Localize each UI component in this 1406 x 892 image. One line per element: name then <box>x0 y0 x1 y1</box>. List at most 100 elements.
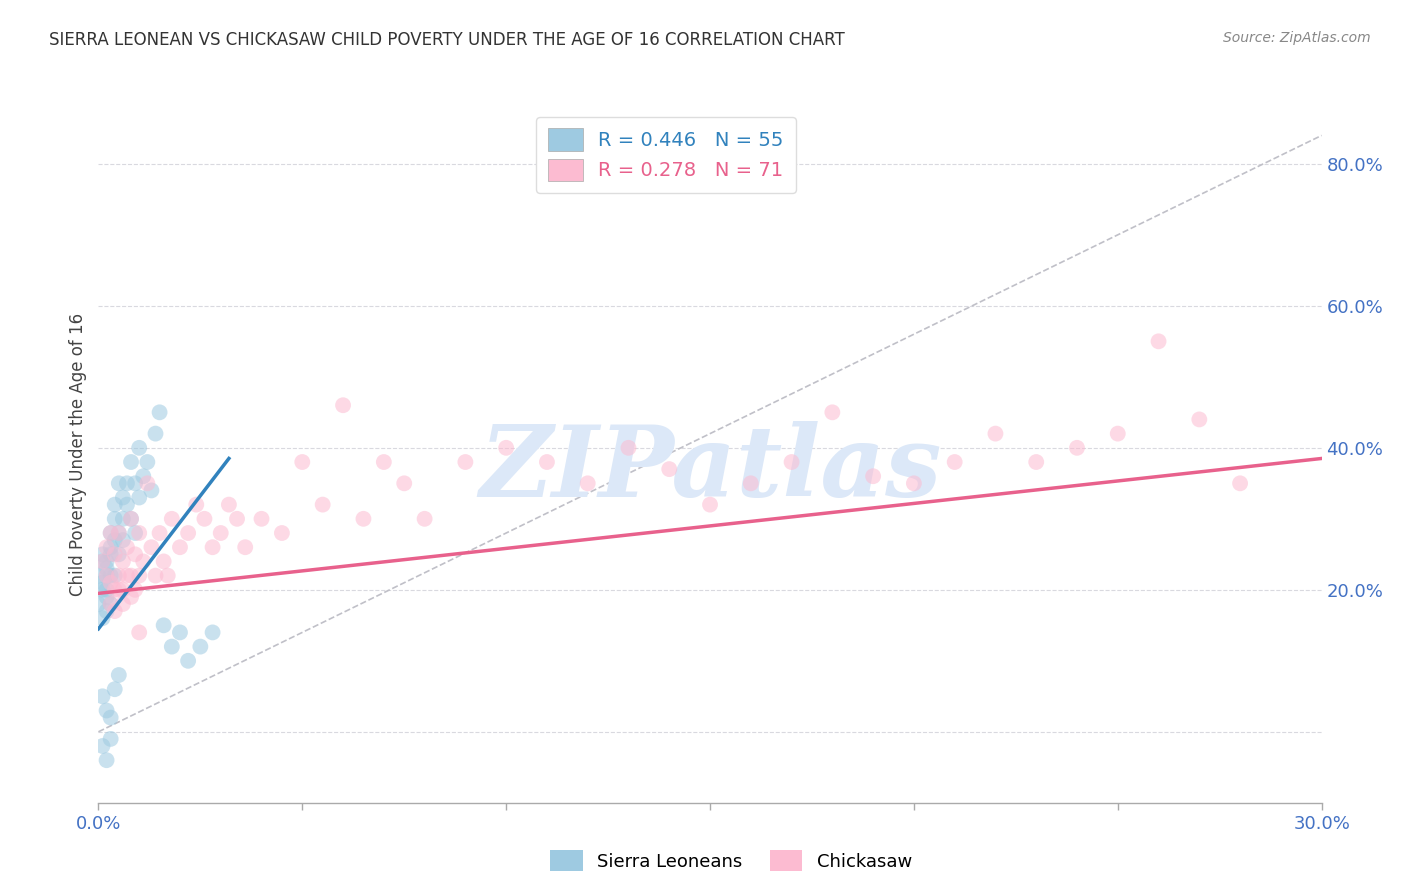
Point <box>111 554 134 568</box>
Point <box>115 476 138 491</box>
Point <box>100 526 122 541</box>
Point <box>536 455 558 469</box>
Point <box>124 526 146 541</box>
Legend: R = 0.446   N = 55, R = 0.278   N = 71: R = 0.446 N = 55, R = 0.278 N = 71 <box>536 117 796 193</box>
Point <box>108 476 131 491</box>
Point <box>495 441 517 455</box>
Point <box>270 526 294 541</box>
Point <box>128 441 150 455</box>
Point <box>128 625 150 640</box>
Point <box>903 476 925 491</box>
Point <box>312 498 335 512</box>
Point <box>160 640 183 654</box>
Point <box>128 491 150 505</box>
Point <box>145 426 167 441</box>
Point <box>699 498 721 512</box>
Point <box>201 540 224 554</box>
Point <box>104 512 127 526</box>
Point <box>141 483 163 498</box>
Point <box>943 455 966 469</box>
Point <box>91 554 114 568</box>
Point <box>104 682 127 697</box>
Point <box>96 704 118 718</box>
Point <box>100 597 122 611</box>
Point <box>209 526 232 541</box>
Point <box>160 512 183 526</box>
Point <box>87 597 110 611</box>
Point <box>169 625 191 640</box>
Point <box>91 582 114 597</box>
Point <box>108 568 131 582</box>
Point <box>392 476 416 491</box>
Point <box>96 540 118 554</box>
Point <box>124 582 146 597</box>
Y-axis label: Child Poverty Under the Age of 16: Child Poverty Under the Age of 16 <box>69 313 87 597</box>
Point <box>454 455 477 469</box>
Point <box>226 512 249 526</box>
Point <box>193 512 215 526</box>
Point <box>156 568 179 582</box>
Point <box>100 597 122 611</box>
Point <box>91 575 114 590</box>
Point <box>1107 426 1129 441</box>
Point <box>100 575 122 590</box>
Point <box>104 498 127 512</box>
Text: SIERRA LEONEAN VS CHICKASAW CHILD POVERTY UNDER THE AGE OF 16 CORRELATION CHART: SIERRA LEONEAN VS CHICKASAW CHILD POVERT… <box>49 31 845 49</box>
Point <box>100 540 122 554</box>
Point <box>100 547 122 561</box>
Point <box>233 540 256 554</box>
Point <box>96 568 118 582</box>
Point <box>120 455 142 469</box>
Point <box>218 498 240 512</box>
Point <box>201 625 224 640</box>
Point <box>111 533 134 548</box>
Point <box>120 512 142 526</box>
Point <box>413 512 436 526</box>
Point <box>169 540 191 554</box>
Point <box>87 568 110 582</box>
Point <box>91 554 114 568</box>
Legend: Sierra Leoneans, Chickasaw: Sierra Leoneans, Chickasaw <box>543 843 920 879</box>
Point <box>115 540 138 554</box>
Point <box>115 498 138 512</box>
Point <box>617 441 640 455</box>
Point <box>96 590 118 604</box>
Point <box>145 568 167 582</box>
Point <box>115 568 138 582</box>
Point <box>104 533 127 548</box>
Point <box>104 604 127 618</box>
Point <box>136 455 159 469</box>
Point <box>111 491 134 505</box>
Point <box>188 640 212 654</box>
Point <box>100 568 122 582</box>
Text: ZIPatlas: ZIPatlas <box>479 421 941 517</box>
Point <box>91 611 114 625</box>
Point <box>120 512 142 526</box>
Point <box>291 455 314 469</box>
Point <box>100 526 122 541</box>
Point <box>186 498 208 512</box>
Point <box>96 568 118 582</box>
Point <box>111 512 134 526</box>
Point <box>177 654 200 668</box>
Point <box>132 469 155 483</box>
Point <box>96 554 118 568</box>
Point <box>1229 476 1251 491</box>
Point <box>104 568 127 582</box>
Point <box>740 476 762 491</box>
Point <box>177 526 200 541</box>
Point <box>100 710 122 724</box>
Point <box>108 526 131 541</box>
Point <box>984 426 1007 441</box>
Point <box>96 582 118 597</box>
Point <box>250 512 273 526</box>
Point <box>152 554 174 568</box>
Point <box>149 405 172 419</box>
Point <box>104 547 127 561</box>
Point <box>1025 455 1047 469</box>
Point <box>91 547 114 561</box>
Point <box>111 582 134 597</box>
Point <box>104 582 127 597</box>
Point <box>108 668 131 682</box>
Point <box>152 618 174 632</box>
